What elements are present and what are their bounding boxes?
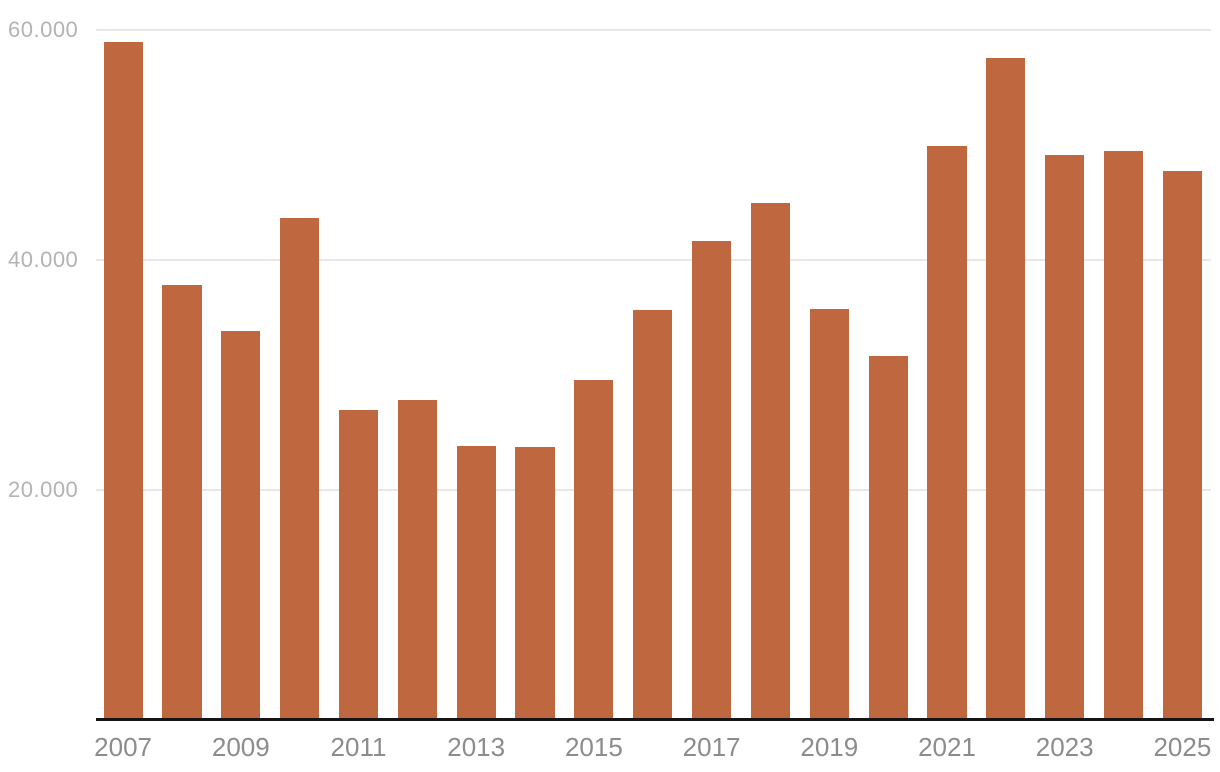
bar-2022 (986, 58, 1026, 720)
bar-2015 (574, 380, 614, 720)
x-axis-tick-label: 2021 (918, 732, 976, 762)
bar-2019 (809, 308, 849, 720)
bar-2024 (1103, 151, 1144, 720)
y-gridline-60000 (95, 28, 1211, 31)
x-axis-tick-label: 2019 (800, 732, 859, 762)
x-axis-tick-label: 2009 (211, 732, 270, 762)
bar-2013 (456, 445, 496, 720)
x-axis-tick-label: 2007 (94, 732, 153, 762)
bar-2012 (397, 399, 437, 720)
bar-2009 (221, 330, 261, 720)
x-axis-tick-label: 2017 (682, 732, 741, 762)
y-axis-tick-label: 60.000 (8, 16, 79, 42)
x-axis-tick-label: 2015 (564, 732, 623, 762)
bar-2014 (515, 446, 555, 720)
bar-2016 (633, 310, 673, 720)
bar-2011 (338, 410, 379, 720)
bar-2008 (162, 284, 202, 720)
bar-2018 (750, 203, 791, 720)
bar-2023 (1045, 154, 1085, 720)
bar-2021 (927, 145, 967, 720)
y-axis-tick-label: 20.000 (8, 476, 79, 502)
x-axis-tick-label: 2025 (1153, 732, 1212, 762)
x-axis-tick-label: 2023 (1035, 732, 1094, 762)
bar-2017 (692, 241, 732, 720)
y-gridline-40000 (95, 258, 1211, 261)
x-axis-line (95, 718, 1214, 721)
bar-2025 (1162, 170, 1202, 720)
x-axis-tick-label: 2011 (330, 732, 387, 762)
bar-2010 (280, 218, 320, 720)
y-axis-tick-label: 40.000 (8, 246, 79, 272)
x-axis-tick-label: 2013 (447, 732, 506, 762)
bar-2007 (103, 42, 143, 720)
bar-2020 (868, 356, 908, 720)
